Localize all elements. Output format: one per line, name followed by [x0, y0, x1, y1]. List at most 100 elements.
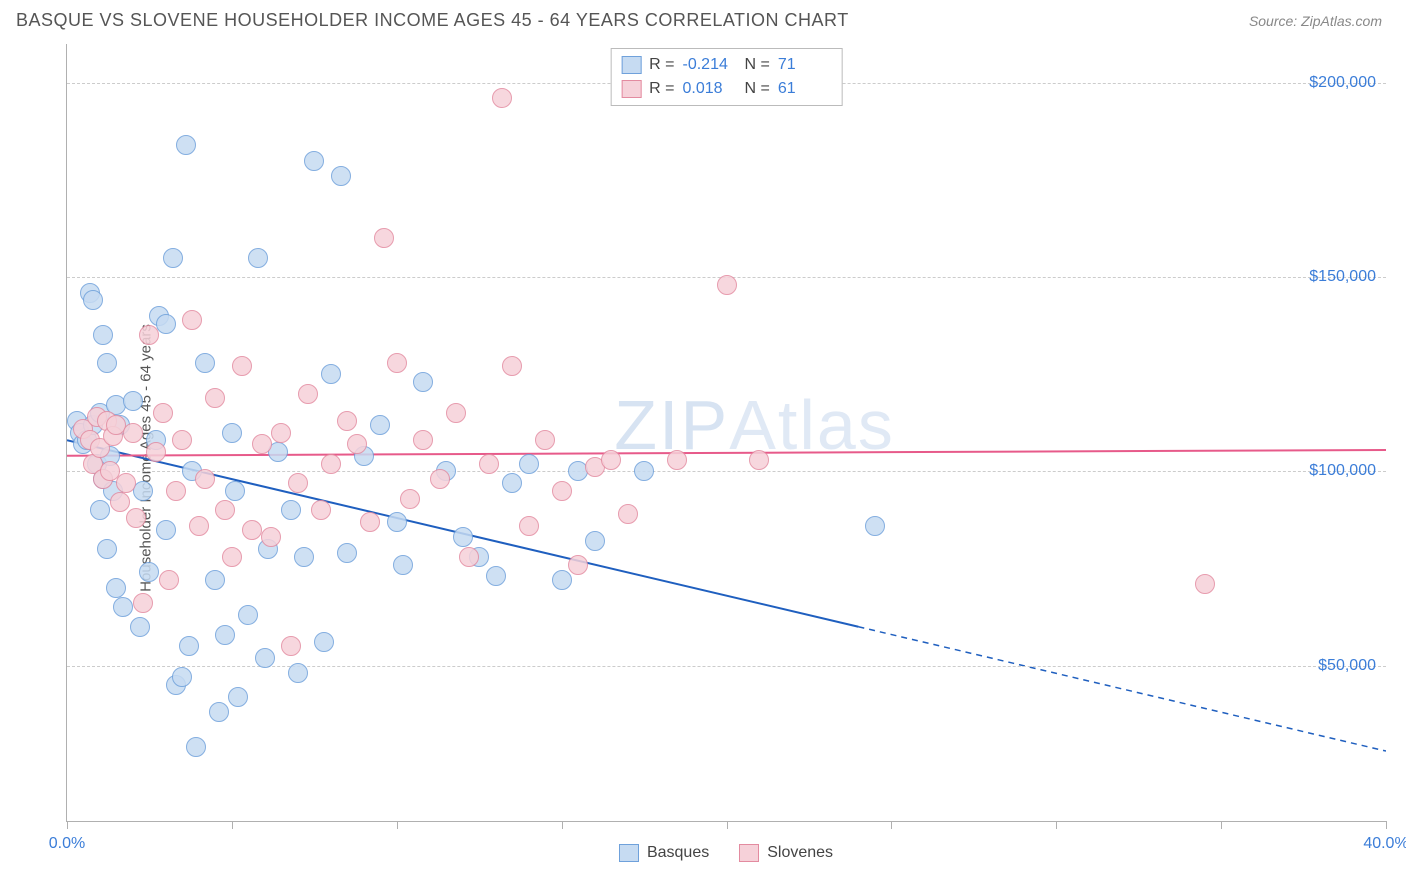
data-point: [156, 520, 176, 540]
data-point: [189, 516, 209, 536]
data-point: [298, 384, 318, 404]
n-label: N =: [745, 80, 770, 98]
data-point: [116, 473, 136, 493]
data-point: [205, 570, 225, 590]
data-point: [331, 166, 351, 186]
data-point: [205, 388, 225, 408]
legend-item: Slovenes: [739, 844, 833, 862]
data-point: [1195, 574, 1215, 594]
data-point: [502, 473, 522, 493]
data-point: [288, 663, 308, 683]
data-point: [252, 434, 272, 454]
data-point: [393, 555, 413, 575]
data-point: [304, 151, 324, 171]
data-point: [123, 391, 143, 411]
data-point: [618, 504, 638, 524]
data-point: [238, 605, 258, 625]
y-tick-label: $200,000: [1309, 74, 1376, 92]
plot-area: ZIPAtlas R =-0.214N =71R =0.018N =61 $50…: [66, 44, 1386, 822]
data-point: [248, 248, 268, 268]
data-point: [374, 228, 394, 248]
legend-label: Slovenes: [767, 844, 833, 862]
data-point: [139, 562, 159, 582]
data-point: [195, 469, 215, 489]
data-point: [271, 423, 291, 443]
data-point: [749, 450, 769, 470]
data-point: [281, 636, 301, 656]
data-point: [153, 403, 173, 423]
x-tick: [232, 821, 233, 829]
data-point: [535, 430, 555, 450]
data-point: [242, 520, 262, 540]
data-point: [519, 454, 539, 474]
x-tick: [891, 821, 892, 829]
data-point: [667, 450, 687, 470]
data-point: [347, 434, 367, 454]
grid-line: [67, 471, 1386, 472]
data-point: [186, 737, 206, 757]
data-point: [601, 450, 621, 470]
data-point: [83, 290, 103, 310]
y-tick-label: $50,000: [1318, 657, 1376, 675]
data-point: [337, 411, 357, 431]
data-point: [459, 547, 479, 567]
n-value: 61: [778, 80, 832, 98]
data-point: [232, 356, 252, 376]
data-point: [156, 314, 176, 334]
data-point: [139, 325, 159, 345]
x-tick: [1056, 821, 1057, 829]
n-value: 71: [778, 56, 832, 74]
data-point: [634, 461, 654, 481]
data-point: [166, 481, 186, 501]
data-point: [97, 353, 117, 373]
data-point: [172, 430, 192, 450]
data-point: [387, 512, 407, 532]
data-point: [123, 423, 143, 443]
data-point: [552, 570, 572, 590]
data-point: [519, 516, 539, 536]
y-tick-label: $150,000: [1309, 268, 1376, 286]
source-attribution: Source: ZipAtlas.com: [1249, 13, 1382, 29]
data-point: [146, 442, 166, 462]
x-tick: [67, 821, 68, 829]
data-point: [717, 275, 737, 295]
data-point: [209, 702, 229, 722]
legend-label: Basques: [647, 844, 709, 862]
data-point: [311, 500, 331, 520]
data-point: [568, 555, 588, 575]
data-point: [430, 469, 450, 489]
r-label: R =: [649, 56, 674, 74]
data-point: [552, 481, 572, 501]
data-point: [370, 415, 390, 435]
data-point: [90, 500, 110, 520]
data-point: [321, 364, 341, 384]
legend-swatch: [619, 844, 639, 862]
data-point: [215, 625, 235, 645]
data-point: [446, 403, 466, 423]
data-point: [195, 353, 215, 373]
data-point: [321, 454, 341, 474]
data-point: [294, 547, 314, 567]
data-point: [486, 566, 506, 586]
r-label: R =: [649, 80, 674, 98]
y-tick-label: $100,000: [1309, 462, 1376, 480]
correlation-legend: R =-0.214N =71R =0.018N =61: [610, 48, 843, 106]
legend-row: R = 0.018 N = 61: [621, 77, 832, 101]
data-point: [222, 547, 242, 567]
legend-item: Basques: [619, 844, 709, 862]
data-point: [110, 492, 130, 512]
data-point: [126, 508, 146, 528]
data-point: [130, 617, 150, 637]
data-point: [133, 593, 153, 613]
r-value: 0.018: [683, 80, 737, 98]
x-tick: [1221, 821, 1222, 829]
data-point: [163, 248, 183, 268]
data-point: [288, 473, 308, 493]
legend-row: R =-0.214N =71: [621, 53, 832, 77]
data-point: [413, 372, 433, 392]
data-point: [93, 325, 113, 345]
data-point: [360, 512, 380, 532]
n-label: N =: [745, 56, 770, 74]
data-point: [502, 356, 522, 376]
data-point: [261, 527, 281, 547]
